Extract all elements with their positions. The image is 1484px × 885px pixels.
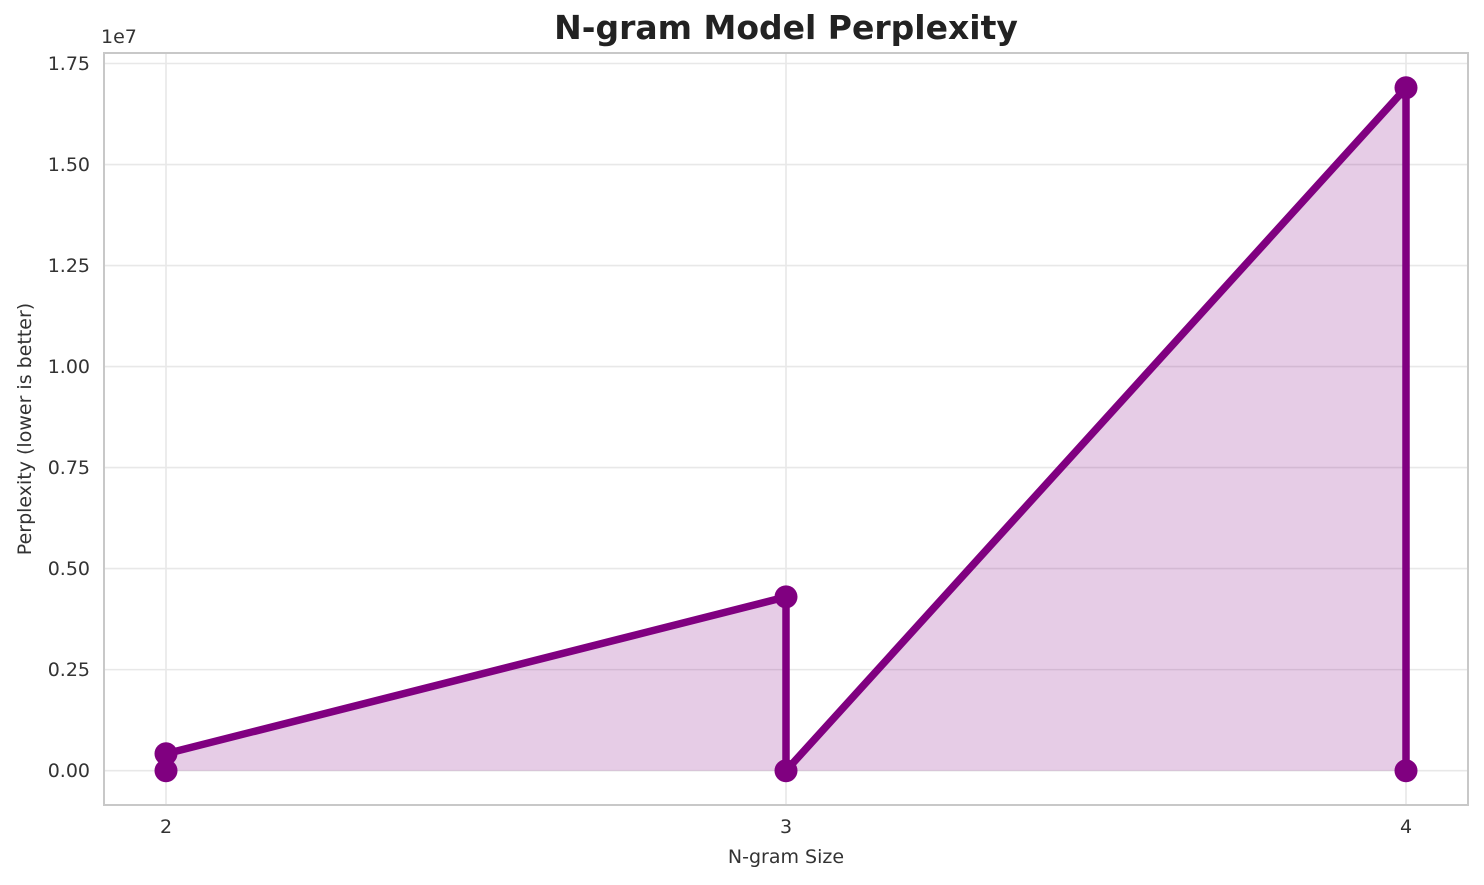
series-fill-area [166, 87, 1406, 771]
data-point-marker [154, 759, 178, 783]
y-tick-label: 0.00 [47, 759, 90, 782]
y-tick-label: 1.25 [47, 254, 90, 277]
y-tick-label: 1.00 [47, 355, 90, 378]
data-point-marker [774, 759, 798, 783]
y-tick-label: 0.75 [47, 456, 90, 479]
y-tick-label: 1.75 [47, 52, 90, 75]
x-tick-label: 2 [159, 816, 173, 838]
data-point-marker [774, 585, 798, 609]
x-axis-label: N-gram Size [727, 846, 845, 868]
x-tick-label: 3 [779, 816, 793, 838]
x-tick-label: 4 [1399, 816, 1413, 838]
y-tick-label: 0.25 [47, 658, 90, 681]
y-tick-label: 0.50 [47, 557, 90, 580]
y-axis-offset-label: 1e7 [101, 26, 137, 48]
data-point-marker [154, 742, 178, 766]
axes-spines [103, 52, 1469, 806]
y-tick-label: 1.50 [47, 153, 90, 176]
chart-title: N-gram Model Perplexity [554, 8, 1018, 47]
data-point-marker [1394, 76, 1418, 100]
data-point-marker [1394, 759, 1418, 783]
y-axis-label: Perplexity (lower is better) [14, 302, 36, 556]
